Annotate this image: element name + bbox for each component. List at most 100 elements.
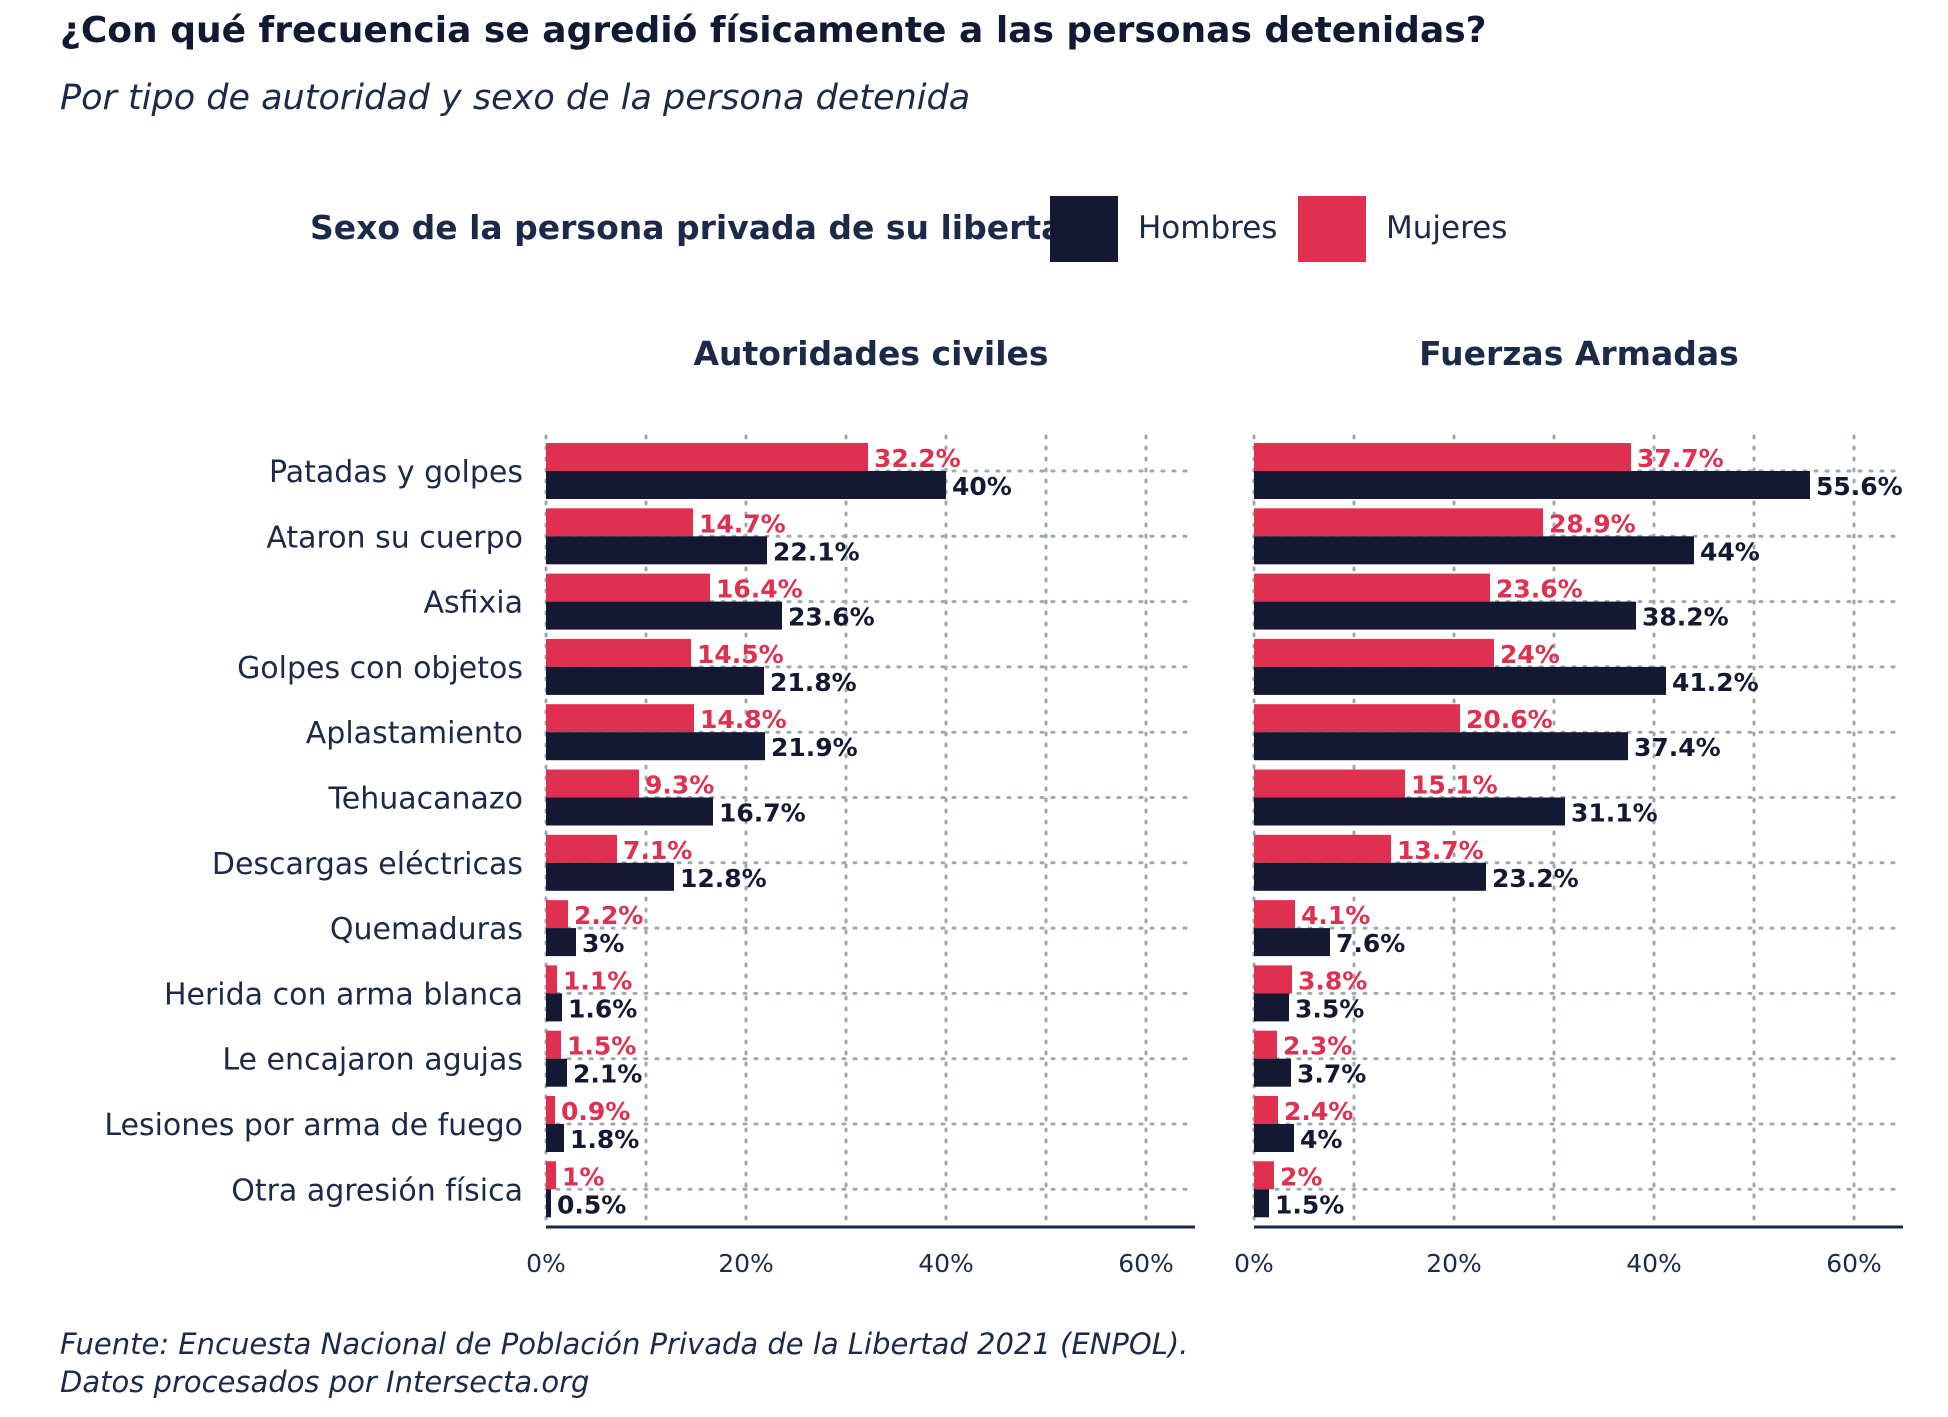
x-tick-label-autoridades-civiles: 40%	[918, 1249, 974, 1278]
bar-autoridades-civiles-hombres-otra-agresion-fisica	[546, 1189, 551, 1217]
data-label-fuerzas-armadas-mujeres-le-encajaron-agujas: 2.3%	[1283, 1032, 1352, 1061]
footer-credit: Datos procesados por Intersecta.org	[60, 1363, 1188, 1401]
bar-fuerzas-armadas-hombres-tehuacanazo	[1254, 798, 1565, 826]
category-label-descargas-electricas: Descargas eléctricas	[212, 847, 523, 882]
data-label-autoridades-civiles-hombres-tehuacanazo: 16.7%	[719, 799, 806, 828]
bar-fuerzas-armadas-mujeres-lesiones-por-arma-de-fuego	[1254, 1096, 1278, 1124]
data-label-fuerzas-armadas-hombres-tehuacanazo: 31.1%	[1571, 799, 1658, 828]
data-label-autoridades-civiles-hombres-patadas-y-golpes: 40%	[952, 472, 1012, 501]
category-label-tehuacanazo: Tehuacanazo	[328, 782, 523, 817]
bar-autoridades-civiles-mujeres-golpes-con-objetos	[546, 639, 691, 667]
x-tick-label-fuerzas-armadas: 40%	[1626, 1249, 1682, 1278]
bar-fuerzas-armadas-hombres-aplastamiento	[1254, 732, 1628, 760]
bar-autoridades-civiles-hombres-quemaduras	[546, 928, 576, 956]
x-tick-label-autoridades-civiles: 0%	[526, 1249, 566, 1278]
category-label-patadas-y-golpes: Patadas y golpes	[269, 455, 523, 490]
bar-fuerzas-armadas-hombres-descargas-electricas	[1254, 863, 1486, 891]
bar-autoridades-civiles-hombres-tehuacanazo	[546, 798, 713, 826]
data-label-autoridades-civiles-hombres-aplastamiento: 21.9%	[771, 733, 858, 762]
bar-fuerzas-armadas-mujeres-tehuacanazo	[1254, 770, 1405, 798]
data-label-fuerzas-armadas-mujeres-asfixia: 23.6%	[1496, 575, 1583, 604]
data-label-autoridades-civiles-mujeres-golpes-con-objetos: 14.5%	[697, 640, 784, 669]
bar-fuerzas-armadas-hombres-otra-agresion-fisica	[1254, 1189, 1269, 1217]
data-label-fuerzas-armadas-hombres-patadas-y-golpes: 55.6%	[1816, 472, 1903, 501]
bar-autoridades-civiles-hombres-ataron-su-cuerpo	[546, 536, 767, 564]
data-label-fuerzas-armadas-hombres-ataron-su-cuerpo: 44%	[1700, 537, 1760, 566]
bar-fuerzas-armadas-hombres-ataron-su-cuerpo	[1254, 536, 1694, 564]
bar-autoridades-civiles-mujeres-aplastamiento	[546, 704, 694, 732]
data-label-autoridades-civiles-hombres-lesiones-por-arma-de-fuego: 1.8%	[570, 1125, 639, 1154]
data-label-fuerzas-armadas-hombres-le-encajaron-agujas: 3.7%	[1297, 1060, 1366, 1089]
data-label-fuerzas-armadas-mujeres-lesiones-por-arma-de-fuego: 2.4%	[1284, 1097, 1353, 1126]
bar-autoridades-civiles-mujeres-otra-agresion-fisica	[546, 1161, 556, 1189]
footer-source: Fuente: Encuesta Nacional de Población P…	[60, 1325, 1188, 1363]
bar-autoridades-civiles-mujeres-ataron-su-cuerpo	[546, 508, 693, 536]
bar-fuerzas-armadas-hombres-asfixia	[1254, 602, 1636, 630]
data-label-fuerzas-armadas-mujeres-aplastamiento: 20.6%	[1466, 705, 1553, 734]
category-label-aplastamiento: Aplastamiento	[306, 716, 523, 751]
footer: Fuente: Encuesta Nacional de Población P…	[60, 1325, 1188, 1401]
data-label-autoridades-civiles-mujeres-le-encajaron-agujas: 1.5%	[567, 1032, 636, 1061]
x-tick-label-fuerzas-armadas: 0%	[1234, 1249, 1274, 1278]
bar-autoridades-civiles-mujeres-le-encajaron-agujas	[546, 1031, 561, 1059]
data-label-fuerzas-armadas-mujeres-otra-agresion-fisica: 2%	[1280, 1162, 1322, 1191]
data-label-autoridades-civiles-hombres-asfixia: 23.6%	[788, 603, 875, 632]
data-label-fuerzas-armadas-mujeres-ataron-su-cuerpo: 28.9%	[1549, 509, 1636, 538]
bar-fuerzas-armadas-mujeres-quemaduras	[1254, 900, 1295, 928]
x-tick-label-autoridades-civiles: 60%	[1118, 1249, 1174, 1278]
data-label-autoridades-civiles-hombres-le-encajaron-agujas: 2.1%	[573, 1060, 642, 1089]
bar-fuerzas-armadas-mujeres-aplastamiento	[1254, 704, 1460, 732]
panel-title-autoridades-civiles: Autoridades civiles	[693, 334, 1048, 373]
panel-title-fuerzas-armadas: Fuerzas Armadas	[1419, 334, 1739, 373]
bar-fuerzas-armadas-mujeres-otra-agresion-fisica	[1254, 1161, 1274, 1189]
bar-fuerzas-armadas-mujeres-asfixia	[1254, 574, 1490, 602]
bar-autoridades-civiles-hombres-lesiones-por-arma-de-fuego	[546, 1124, 564, 1152]
data-label-autoridades-civiles-hombres-golpes-con-objetos: 21.8%	[770, 668, 857, 697]
bar-fuerzas-armadas-hombres-herida-con-arma-blanca	[1254, 993, 1289, 1021]
bar-autoridades-civiles-mujeres-tehuacanazo	[546, 770, 639, 798]
category-label-herida-con-arma-blanca: Herida con arma blanca	[164, 977, 523, 1012]
bar-autoridades-civiles-mujeres-asfixia	[546, 574, 710, 602]
data-label-autoridades-civiles-mujeres-ataron-su-cuerpo: 14.7%	[699, 509, 786, 538]
data-label-fuerzas-armadas-hombres-otra-agresion-fisica: 1.5%	[1275, 1190, 1344, 1219]
data-label-autoridades-civiles-hombres-quemaduras: 3%	[582, 929, 624, 958]
bar-autoridades-civiles-mujeres-descargas-electricas	[546, 835, 617, 863]
bar-fuerzas-armadas-mujeres-golpes-con-objetos	[1254, 639, 1494, 667]
bar-autoridades-civiles-mujeres-patadas-y-golpes	[546, 443, 868, 471]
bar-fuerzas-armadas-hombres-le-encajaron-agujas	[1254, 1059, 1291, 1087]
data-label-fuerzas-armadas-hombres-quemaduras: 7.6%	[1336, 929, 1405, 958]
data-label-autoridades-civiles-mujeres-aplastamiento: 14.8%	[700, 705, 787, 734]
data-label-autoridades-civiles-hombres-ataron-su-cuerpo: 22.1%	[773, 537, 860, 566]
data-label-fuerzas-armadas-hombres-lesiones-por-arma-de-fuego: 4%	[1300, 1125, 1342, 1154]
bar-autoridades-civiles-hombres-golpes-con-objetos	[546, 667, 764, 695]
category-label-le-encajaron-agujas: Le encajaron agujas	[222, 1043, 523, 1078]
data-label-autoridades-civiles-hombres-herida-con-arma-blanca: 1.6%	[568, 994, 637, 1023]
bar-autoridades-civiles-hombres-le-encajaron-agujas	[546, 1059, 567, 1087]
data-label-fuerzas-armadas-hombres-asfixia: 38.2%	[1642, 603, 1729, 632]
bar-autoridades-civiles-hombres-asfixia	[546, 602, 782, 630]
category-label-asfixia: Asfixia	[423, 586, 523, 621]
data-label-autoridades-civiles-mujeres-tehuacanazo: 9.3%	[645, 771, 714, 800]
category-label-golpes-con-objetos: Golpes con objetos	[237, 651, 523, 686]
category-label-lesiones-por-arma-de-fuego: Lesiones por arma de fuego	[104, 1108, 523, 1143]
data-label-autoridades-civiles-mujeres-herida-con-arma-blanca: 1.1%	[563, 966, 632, 995]
data-label-fuerzas-armadas-mujeres-golpes-con-objetos: 24%	[1500, 640, 1560, 669]
data-label-fuerzas-armadas-hombres-aplastamiento: 37.4%	[1634, 733, 1721, 762]
data-label-fuerzas-armadas-mujeres-patadas-y-golpes: 37.7%	[1637, 444, 1724, 473]
data-label-autoridades-civiles-mujeres-lesiones-por-arma-de-fuego: 0.9%	[561, 1097, 630, 1126]
bar-fuerzas-armadas-hombres-golpes-con-objetos	[1254, 667, 1666, 695]
data-label-fuerzas-armadas-mujeres-tehuacanazo: 15.1%	[1411, 771, 1498, 800]
bar-fuerzas-armadas-hombres-quemaduras	[1254, 928, 1330, 956]
data-label-autoridades-civiles-mujeres-descargas-electricas: 7.1%	[623, 836, 692, 865]
data-label-autoridades-civiles-mujeres-quemaduras: 2.2%	[574, 901, 643, 930]
x-tick-label-autoridades-civiles: 20%	[718, 1249, 774, 1278]
bar-autoridades-civiles-mujeres-lesiones-por-arma-de-fuego	[546, 1096, 555, 1124]
data-label-fuerzas-armadas-mujeres-herida-con-arma-blanca: 3.8%	[1298, 966, 1367, 995]
data-label-autoridades-civiles-mujeres-asfixia: 16.4%	[716, 575, 803, 604]
data-label-fuerzas-armadas-mujeres-descargas-electricas: 13.7%	[1397, 836, 1484, 865]
x-tick-label-fuerzas-armadas: 60%	[1826, 1249, 1882, 1278]
data-label-fuerzas-armadas-mujeres-quemaduras: 4.1%	[1301, 901, 1370, 930]
bar-fuerzas-armadas-mujeres-descargas-electricas	[1254, 835, 1391, 863]
category-label-quemaduras: Quemaduras	[330, 912, 523, 947]
